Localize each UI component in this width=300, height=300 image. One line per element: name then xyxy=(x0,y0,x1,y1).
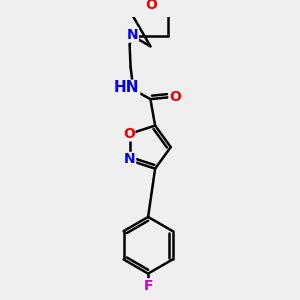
Text: N: N xyxy=(124,152,136,167)
Text: O: O xyxy=(169,90,181,104)
Text: F: F xyxy=(143,279,153,293)
Text: O: O xyxy=(123,127,135,141)
Text: O: O xyxy=(146,0,157,12)
Text: HN: HN xyxy=(114,80,140,95)
Text: N: N xyxy=(127,28,138,42)
